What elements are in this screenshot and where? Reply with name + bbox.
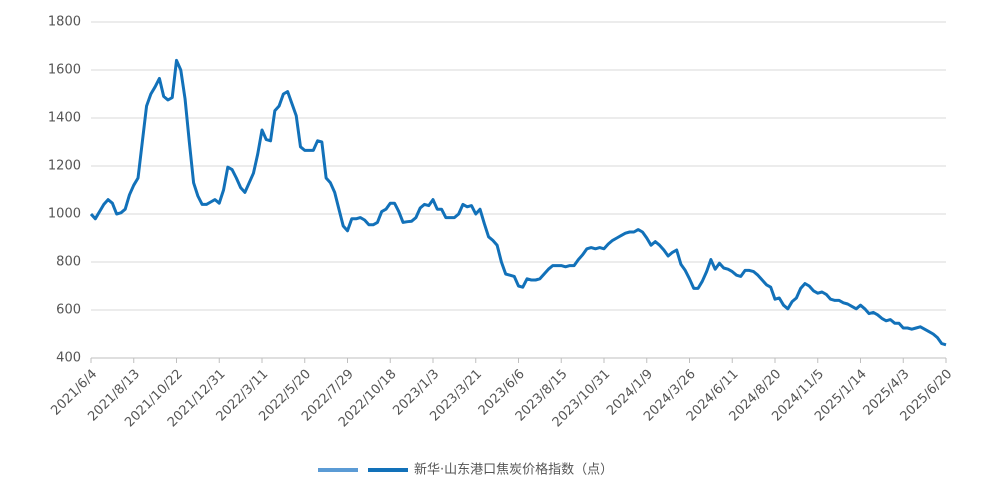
y-tick-label: 1000 (48, 207, 81, 222)
y-tick-label: 800 (56, 255, 81, 270)
legend-label: 新华·山东港口焦炭价格指数（点） (414, 462, 613, 478)
y-tick-label: 1200 (48, 159, 81, 174)
y-tick-label: 600 (56, 303, 81, 318)
series-line (89, 58, 947, 347)
y-tick-label: 1400 (48, 111, 81, 126)
y-tick-label: 1600 (48, 63, 81, 78)
y-tick-label: 400 (56, 351, 81, 366)
y-tick-label: 1800 (48, 15, 81, 30)
